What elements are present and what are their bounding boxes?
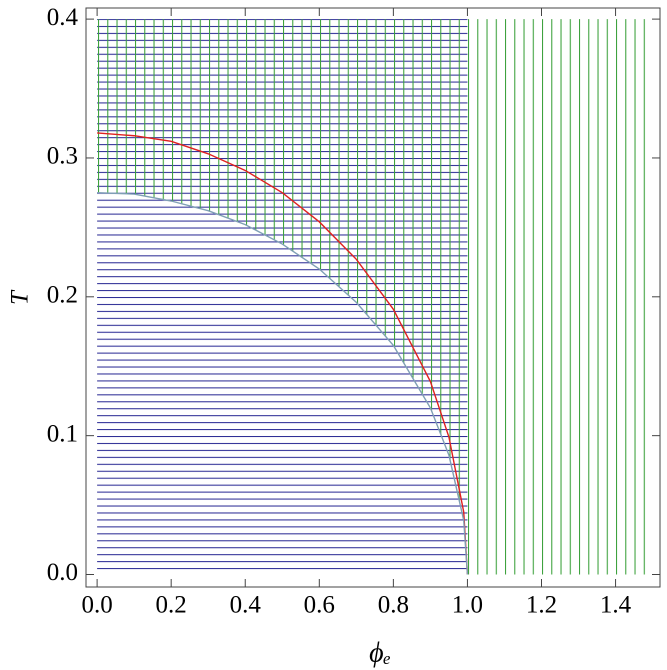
x-tick-label: 0.8	[378, 592, 409, 619]
x-tick-label: 0.0	[81, 592, 112, 619]
x-tick-label: 1.2	[526, 592, 557, 619]
y-tick-label: 0.2	[47, 282, 78, 309]
y-tick-label: 0.4	[47, 4, 79, 31]
y-tick-label: 0.0	[47, 559, 78, 586]
plot-frame	[85, 7, 661, 588]
x-tick-label: 1.4	[600, 592, 632, 619]
y-axis-label: T	[7, 289, 34, 305]
x-tick-label: 0.6	[304, 592, 335, 619]
y-tick-label: 0.3	[47, 143, 78, 170]
x-axis-label: ϕₑ	[369, 637, 391, 668]
hatched-region	[97, 19, 653, 575]
x-tick-label: 1.0	[452, 592, 483, 619]
curve	[97, 132, 469, 575]
x-tick-label: 0.4	[230, 592, 262, 619]
x-tick-label: 0.2	[156, 592, 187, 619]
curve	[97, 191, 469, 575]
y-tick-label: 0.1	[47, 420, 78, 447]
